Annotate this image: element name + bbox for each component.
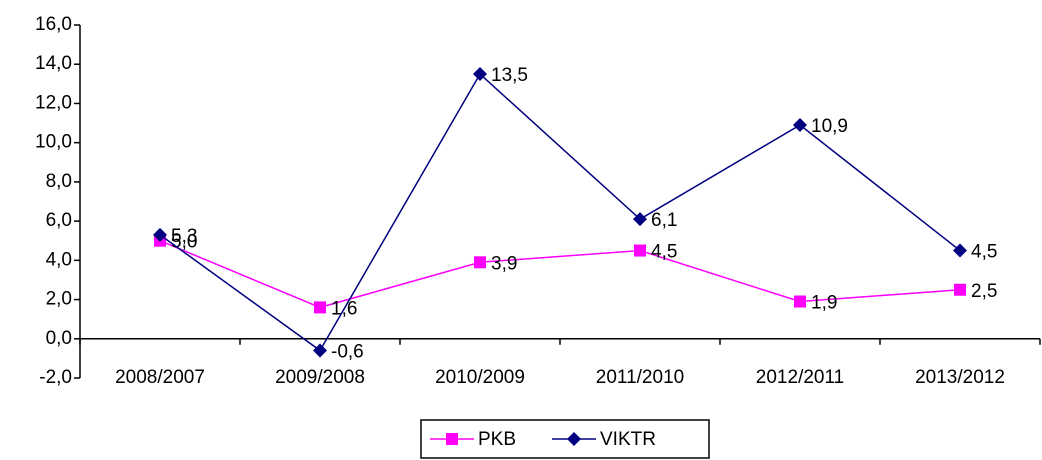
data-label: 5,3 xyxy=(171,226,197,247)
data-label: 13,5 xyxy=(491,65,528,86)
y-tick-label: -2,0 xyxy=(39,367,72,388)
line xyxy=(159,240,961,309)
marker xyxy=(954,283,966,296)
marker xyxy=(314,301,326,314)
marker xyxy=(153,227,167,242)
marker xyxy=(794,295,806,308)
y-tick-label: 12,0 xyxy=(35,92,72,113)
y-tick-label: 16,0 xyxy=(35,14,72,35)
x-tick-label: 2008/2007 xyxy=(115,367,205,388)
line xyxy=(159,72,961,352)
marker xyxy=(793,118,807,133)
marker xyxy=(473,67,487,82)
data-label: 6,1 xyxy=(651,210,677,231)
y-tick-label: 8,0 xyxy=(46,171,72,192)
x-tick-label: 2012/2011 xyxy=(756,367,844,388)
x-tick-label: 2011/2010 xyxy=(596,367,684,388)
data-label: 10,9 xyxy=(811,116,848,137)
y-tick-label: 4,0 xyxy=(46,249,72,270)
x-tick-label: 2009/2008 xyxy=(275,367,365,388)
data-label: -0,6 xyxy=(331,342,364,363)
y-tick-label: 10,0 xyxy=(35,132,72,153)
y-tick-label: 6,0 xyxy=(46,210,72,231)
marker xyxy=(567,432,581,446)
y-tick-label: 14,0 xyxy=(35,53,72,74)
data-label: 4,5 xyxy=(971,242,997,263)
data-label: 1,9 xyxy=(811,293,837,314)
marker xyxy=(313,343,327,358)
legend-label: PKB xyxy=(478,429,516,450)
marker xyxy=(953,243,967,258)
x-tick-label: 2010/2009 xyxy=(435,367,525,388)
marker xyxy=(474,256,486,269)
data-label: 2,5 xyxy=(971,281,997,302)
data-label: 3,9 xyxy=(491,253,517,274)
x-tick-label: 2013/2012 xyxy=(915,367,1005,388)
y-tick-label: 0,0 xyxy=(46,328,72,349)
data-label: 4,5 xyxy=(651,242,677,263)
legend-label: VIKTR xyxy=(600,429,656,450)
marker xyxy=(446,433,458,445)
marker xyxy=(634,244,646,257)
y-tick-label: 2,0 xyxy=(46,289,72,310)
marker xyxy=(633,212,647,227)
